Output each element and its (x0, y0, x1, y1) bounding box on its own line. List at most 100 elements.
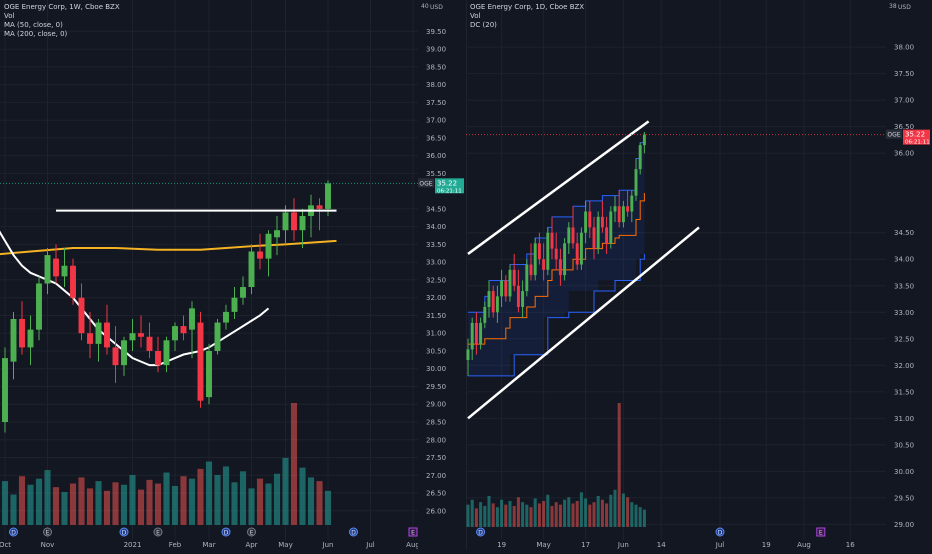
right-volume-bar (529, 507, 533, 527)
left-candle (2, 347, 8, 433)
candle-body (189, 308, 195, 330)
price-axis-tick-label: 34.50 (894, 229, 914, 237)
left-candle (44, 247, 51, 295)
left-volume-bar (112, 482, 119, 525)
left-volume-bar (1, 481, 9, 525)
left-volume-bar (205, 461, 213, 525)
left-dividend-marker: D (349, 527, 358, 537)
price-tag-value: 35.22 (437, 179, 457, 187)
dividend-marker-icon (221, 527, 231, 537)
price-axis-top-tick: 40 (421, 3, 429, 10)
candle-body (634, 169, 638, 196)
left-candle (223, 304, 229, 330)
right-candle (563, 238, 567, 281)
candle-body (487, 291, 491, 307)
left-price-axis: 40 USD 39.50 39.00 38.50 38.00 37.50 37.00 36.50… (418, 0, 466, 550)
right-volume-bar (634, 504, 638, 527)
left-volume-bar (316, 481, 323, 525)
right-volume-bar (533, 498, 537, 527)
dividend-marker-icon (349, 527, 358, 537)
left-candle (316, 198, 323, 231)
price-axis-tick-label: 33.50 (426, 241, 446, 249)
right-candle (554, 232, 558, 270)
right-chart-legend[interactable]: OGE Energy Corp, 1D, Cboe BZX Vol DC (20… (470, 3, 584, 30)
right-x-tick-label: Jul (715, 541, 725, 549)
candle-body (512, 269, 516, 286)
left-candle (231, 287, 238, 319)
price-tag-bg (903, 129, 930, 145)
right-volume-bar (592, 502, 596, 527)
price-axis-tick-label: 32.50 (894, 335, 914, 343)
candle-body (470, 322, 474, 350)
price-axis-tick-label: 28.50 (426, 419, 446, 427)
right-candle (634, 158, 638, 201)
right-candle (470, 317, 474, 360)
left-x-tick-label: Jul (365, 541, 375, 549)
right-volume-bar (554, 502, 558, 527)
left-candle (291, 198, 297, 241)
left-chart-legend[interactable]: OGE Energy Corp, 1W, Cboe BZX Vol MA (50… (4, 3, 120, 39)
dividend-marker-label: D (478, 530, 483, 537)
left-legend-ma200[interactable]: MA (200, close, 0) (4, 30, 68, 38)
left-candle (265, 230, 272, 277)
right-volume-bar (630, 502, 634, 527)
candle-body (10, 319, 17, 362)
right-legend-dc[interactable]: DC (20) (470, 21, 497, 29)
candle-body (53, 258, 59, 277)
candle-body (483, 306, 487, 323)
right-volume-bar (609, 494, 613, 527)
candle-body (579, 232, 583, 265)
left-x-tick-label: Jun (322, 541, 334, 549)
price-axis-bg (886, 0, 932, 550)
price-axis-tick-label: 32.50 (426, 276, 446, 284)
right-candle (542, 243, 546, 281)
right-volume-bar (500, 499, 504, 527)
left-candle (274, 216, 280, 256)
left-volume-bar (78, 477, 85, 525)
right-volume-bar (525, 504, 529, 527)
channel-upper-line (467, 120, 650, 255)
left-candle (104, 304, 110, 355)
candle-body (466, 349, 470, 360)
right-legend-symbol[interactable]: OGE Energy Corp, 1D, Cboe BZX (470, 3, 585, 11)
price-axis-tick-label: 28.00 (426, 436, 446, 444)
candle-body (138, 333, 144, 337)
price-axis-tick-label: 31.50 (894, 388, 914, 396)
right-volume-bar (474, 508, 478, 527)
left-candle (10, 311, 17, 380)
right-volume-bar (575, 500, 579, 527)
price-axis-tick-label: 26.00 (426, 507, 446, 515)
right-volume-bar (605, 503, 609, 527)
right-volume-bar (546, 494, 550, 527)
right-candle (605, 216, 609, 254)
left-volume-bar (129, 474, 136, 525)
left-legend-vol[interactable]: Vol (4, 12, 15, 20)
candle-body (325, 183, 331, 209)
left-candle (129, 319, 136, 351)
price-axis-tick-label: 29.50 (426, 383, 446, 391)
left-candle (248, 244, 255, 295)
price-axis-tick-label: 30.00 (894, 468, 914, 476)
candle-body (508, 269, 512, 297)
right-volume-bar (571, 503, 575, 527)
right-candle (512, 253, 516, 292)
candle-body (27, 329, 34, 348)
left-legend-symbol[interactable]: OGE Energy Corp, 1W, Cboe BZX (4, 3, 120, 11)
candle-body (87, 333, 93, 344)
right-candle (516, 269, 520, 313)
right-candle (584, 200, 588, 244)
candle-body (600, 216, 604, 228)
price-axis-currency: USD (430, 4, 443, 11)
dividend-marker-label: D (122, 530, 127, 537)
right-candle (609, 206, 613, 249)
left-candle (87, 311, 93, 359)
donchian-lower (468, 253, 645, 377)
right-volume-bar (550, 505, 554, 527)
right-legend-vol[interactable]: Vol (470, 12, 481, 20)
left-candle (189, 301, 195, 359)
candle-body (70, 265, 76, 298)
price-axis-tick-label: 27.50 (426, 454, 446, 462)
right-candle (533, 238, 537, 281)
left-legend-ma50[interactable]: MA (50, close, 0) (4, 21, 63, 29)
